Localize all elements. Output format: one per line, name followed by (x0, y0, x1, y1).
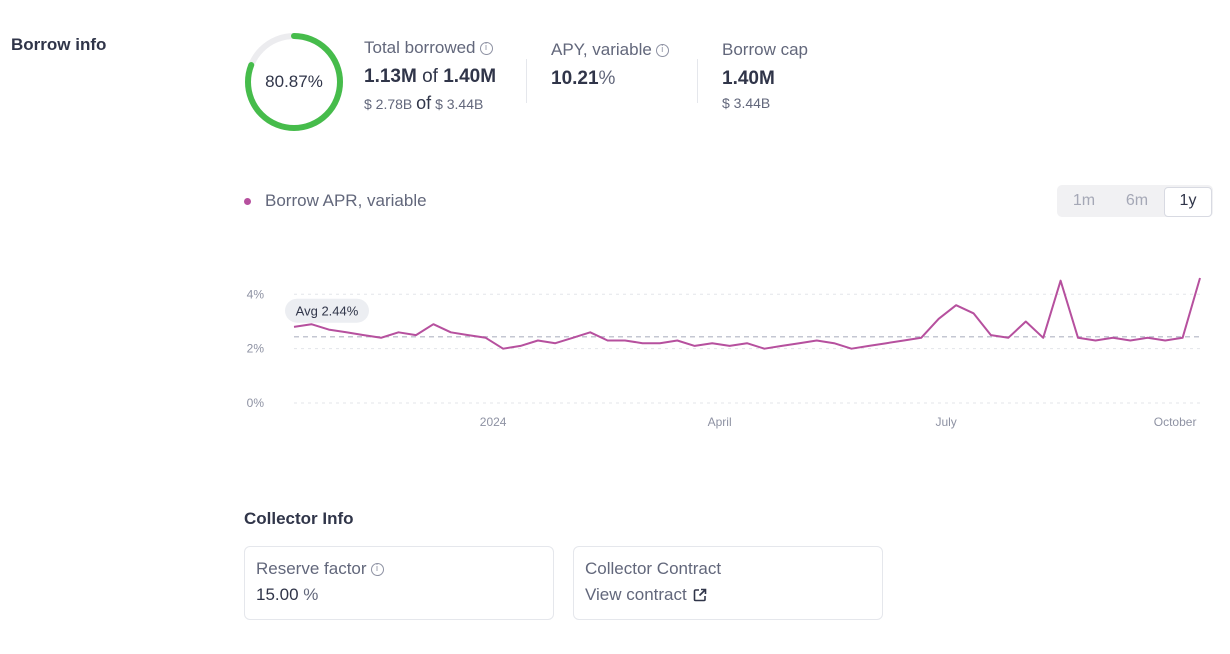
y-tick-label: 2% (247, 342, 265, 356)
collector-contract-card: Collector Contract View contract (573, 546, 883, 620)
chart-svg: 0% 2% 4% 2024 April July October Avg 2.44% (247, 277, 1201, 429)
utilization-gauge: 80.87% (243, 31, 345, 133)
borrow-cap-usd: $ 3.44B (722, 95, 771, 111)
y-tick-label: 4% (247, 287, 265, 301)
utilization-percent: 80.87% (265, 72, 323, 91)
total-borrowed-cap: 1.40M (443, 66, 497, 87)
reserve-factor-value-line: 15.00 % (256, 585, 542, 605)
average-label: Avg 2.44% (296, 304, 359, 319)
reserve-factor-value: 15.00 (256, 585, 299, 604)
total-borrowed-amount-line: 1.13M of 1.40M (364, 66, 496, 88)
total-borrowed-label: Total borrowed (364, 38, 476, 57)
percent-unit: % (303, 585, 319, 604)
x-tick-label: July (935, 415, 956, 429)
borrow-cap-block: Borrow cap 1.40M $ 3.44B (722, 40, 808, 111)
legend-dot (244, 197, 251, 205)
section-title-collector-info: Collector Info (244, 509, 354, 528)
legend-label: Borrow APR, variable (265, 191, 427, 210)
x-tick-label: April (708, 415, 732, 429)
range-1m-button[interactable]: 1m (1072, 192, 1096, 209)
view-contract-label: View contract (585, 585, 687, 604)
reserve-factor-header: Reserve factor i (256, 559, 542, 579)
apy-variable-value-line: 10.21% (551, 68, 669, 90)
y-tick-label: 0% (247, 396, 265, 410)
collector-contract-label: Collector Contract (585, 559, 722, 578)
section-title-borrow-info: Borrow info (11, 35, 107, 54)
of-text: of (422, 66, 438, 87)
chart-legend: Borrow APR, variable (244, 191, 427, 211)
view-contract-link[interactable]: View contract (585, 585, 707, 605)
total-borrowed-usd-cap: $ 3.44B (435, 96, 484, 112)
reserve-factor-label: Reserve factor (256, 559, 367, 578)
range-1y-button[interactable]: 1y (1164, 187, 1212, 217)
apy-variable-block: APY, variable i 10.21% (551, 40, 669, 90)
borrow-cap-value: 1.40M (722, 68, 775, 89)
divider (526, 59, 527, 103)
info-icon[interactable]: i (655, 43, 669, 57)
apy-variable-header: APY, variable i (551, 40, 669, 60)
apy-variable-label: APY, variable (551, 40, 652, 59)
borrow-cap-label: Borrow cap (722, 40, 808, 59)
total-borrowed-amount: 1.13M (364, 66, 417, 87)
series-line (293, 277, 1201, 350)
reserve-factor-card: Reserve factor i 15.00 % (244, 546, 554, 620)
of-text: of (416, 93, 432, 113)
x-tick-label: 2024 (480, 415, 507, 429)
time-range-selector: 1m 6m 1y (1057, 185, 1213, 217)
total-borrowed-usd: $ 2.78B (364, 96, 413, 112)
total-borrowed-block: Total borrowed i 1.13M of 1.40M $ 2.78B … (364, 38, 496, 114)
utilization-arc (245, 33, 343, 131)
divider (697, 59, 698, 103)
range-6m-button[interactable]: 6m (1125, 192, 1149, 209)
external-link-icon (693, 588, 707, 602)
x-tick-label: October (1154, 415, 1197, 429)
apy-variable-value: 10.21 (551, 68, 599, 89)
percent-unit: % (598, 68, 616, 89)
total-borrowed-usd-line: $ 2.78B of $ 3.44B (364, 93, 496, 114)
total-borrowed-header: Total borrowed i (364, 38, 496, 58)
borrow-apr-chart: 0% 2% 4% 2024 April July October Avg 2.44% (240, 270, 1210, 440)
info-icon[interactable]: i (479, 41, 493, 55)
average-badge (285, 298, 369, 323)
info-icon[interactable]: i (370, 562, 384, 576)
collector-contract-link-line: View contract (585, 585, 871, 605)
